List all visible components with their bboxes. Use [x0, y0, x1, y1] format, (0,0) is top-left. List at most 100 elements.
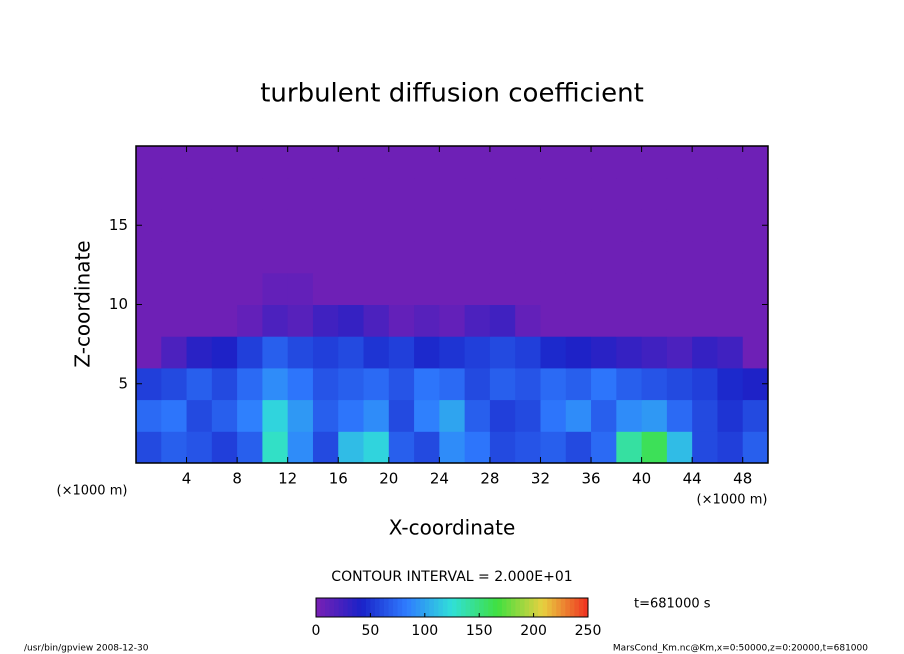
- colorbar-swatch: [560, 598, 566, 617]
- heat-cell: [338, 431, 365, 464]
- heat-cell: [591, 209, 617, 242]
- heat-cell: [641, 272, 668, 305]
- heat-cell: [641, 177, 668, 210]
- colorbar-swatch: [524, 598, 530, 617]
- heat-cell: [489, 304, 516, 337]
- colorbar-swatch: [352, 598, 358, 617]
- heat-cell: [616, 304, 643, 337]
- heat-cell: [717, 241, 744, 274]
- x-tick-label: 20: [379, 470, 398, 488]
- heat-cell: [136, 336, 162, 369]
- heat-cell: [616, 399, 643, 432]
- x-tick-label: 4: [182, 470, 192, 488]
- heat-cell: [565, 399, 592, 432]
- colorbar-swatch: [442, 598, 448, 617]
- heat-cell: [616, 241, 643, 274]
- heat-cell: [666, 304, 693, 337]
- colorbar-swatch: [402, 598, 408, 617]
- heat-cell: [211, 336, 238, 369]
- heat-cell: [717, 336, 744, 369]
- heat-cell: [388, 399, 415, 432]
- heat-cell: [540, 431, 567, 464]
- heat-cell: [388, 209, 415, 242]
- heat-cell: [666, 177, 693, 210]
- heat-cell: [666, 209, 693, 242]
- heat-cell: [717, 367, 744, 401]
- x-axis-label: X-coordinate: [389, 516, 516, 540]
- colorbar-swatch: [379, 598, 385, 617]
- x-tick-label: 44: [683, 470, 702, 488]
- heat-cell: [439, 367, 466, 401]
- heat-cell: [717, 146, 744, 179]
- heat-cell: [742, 272, 769, 305]
- colorbar-swatch: [501, 598, 507, 617]
- heat-cell: [414, 272, 440, 305]
- heat-cell: [338, 336, 365, 369]
- colorbar-swatch: [338, 598, 344, 617]
- y-axis-label: Z-coordinate: [71, 240, 95, 367]
- heat-cell: [616, 177, 643, 210]
- heat-cell: [363, 367, 390, 401]
- heat-cell: [540, 272, 567, 305]
- heat-cell: [464, 272, 491, 305]
- colorbar-swatch: [497, 598, 503, 617]
- heat-cell: [414, 367, 440, 401]
- heat-cell: [186, 367, 213, 401]
- heat-cell: [186, 177, 213, 210]
- colorbar-swatch: [320, 598, 326, 617]
- heat-cell: [287, 304, 314, 337]
- heat-cell: [641, 431, 668, 464]
- heat-cell: [616, 272, 643, 305]
- heat-cell: [439, 177, 466, 210]
- colorbar-swatch: [515, 598, 521, 617]
- heat-cell: [439, 336, 466, 369]
- x-tick-label: 8: [232, 470, 242, 488]
- colorbar-swatch: [533, 598, 539, 617]
- colorbar-swatch: [406, 598, 412, 617]
- heat-cell: [692, 399, 718, 432]
- heat-cell: [742, 146, 769, 179]
- heat-cell: [136, 241, 162, 274]
- colorbar-swatch: [492, 598, 498, 617]
- heat-cell: [312, 431, 339, 464]
- colorbar-swatch: [329, 598, 335, 617]
- colorbar-swatch: [347, 598, 353, 617]
- x-tick-label: 28: [480, 470, 499, 488]
- x-tick-label: 36: [581, 470, 600, 488]
- heat-cell: [363, 209, 390, 242]
- heat-cell: [262, 431, 289, 464]
- heat-cell: [540, 146, 567, 179]
- colorbar-swatch: [520, 598, 526, 617]
- colorbar-swatch: [479, 598, 485, 617]
- heat-cell: [237, 304, 263, 337]
- heat-cell: [616, 431, 643, 464]
- colorbar-swatch: [529, 598, 535, 617]
- x-tick-label: 24: [430, 470, 449, 488]
- heat-cell: [565, 431, 592, 464]
- heat-cell: [439, 431, 466, 464]
- heat-cell: [312, 209, 339, 242]
- heat-cell: [414, 209, 440, 242]
- colorbar-swatch: [370, 598, 376, 617]
- heat-cell: [388, 336, 415, 369]
- heat-cell: [287, 177, 314, 210]
- heat-cell: [312, 399, 339, 432]
- heat-cell: [287, 272, 314, 305]
- heat-cell: [414, 336, 440, 369]
- heat-cell: [641, 241, 668, 274]
- heat-cell: [692, 304, 718, 337]
- heat-cell: [312, 272, 339, 305]
- heat-cell: [641, 399, 668, 432]
- heat-cell: [742, 304, 769, 337]
- heat-cell: [439, 399, 466, 432]
- y-unit: (×1000 m): [57, 484, 128, 499]
- heat-cell: [489, 146, 516, 179]
- heat-cell: [641, 146, 668, 179]
- heat-cell: [591, 241, 617, 274]
- heat-cell: [262, 367, 289, 401]
- heat-cell: [211, 146, 238, 179]
- heat-cell: [136, 272, 162, 305]
- heat-cell: [312, 304, 339, 337]
- contour-note: CONTOUR INTERVAL = 2.000E+01: [331, 569, 572, 585]
- colorbar-swatch: [510, 598, 516, 617]
